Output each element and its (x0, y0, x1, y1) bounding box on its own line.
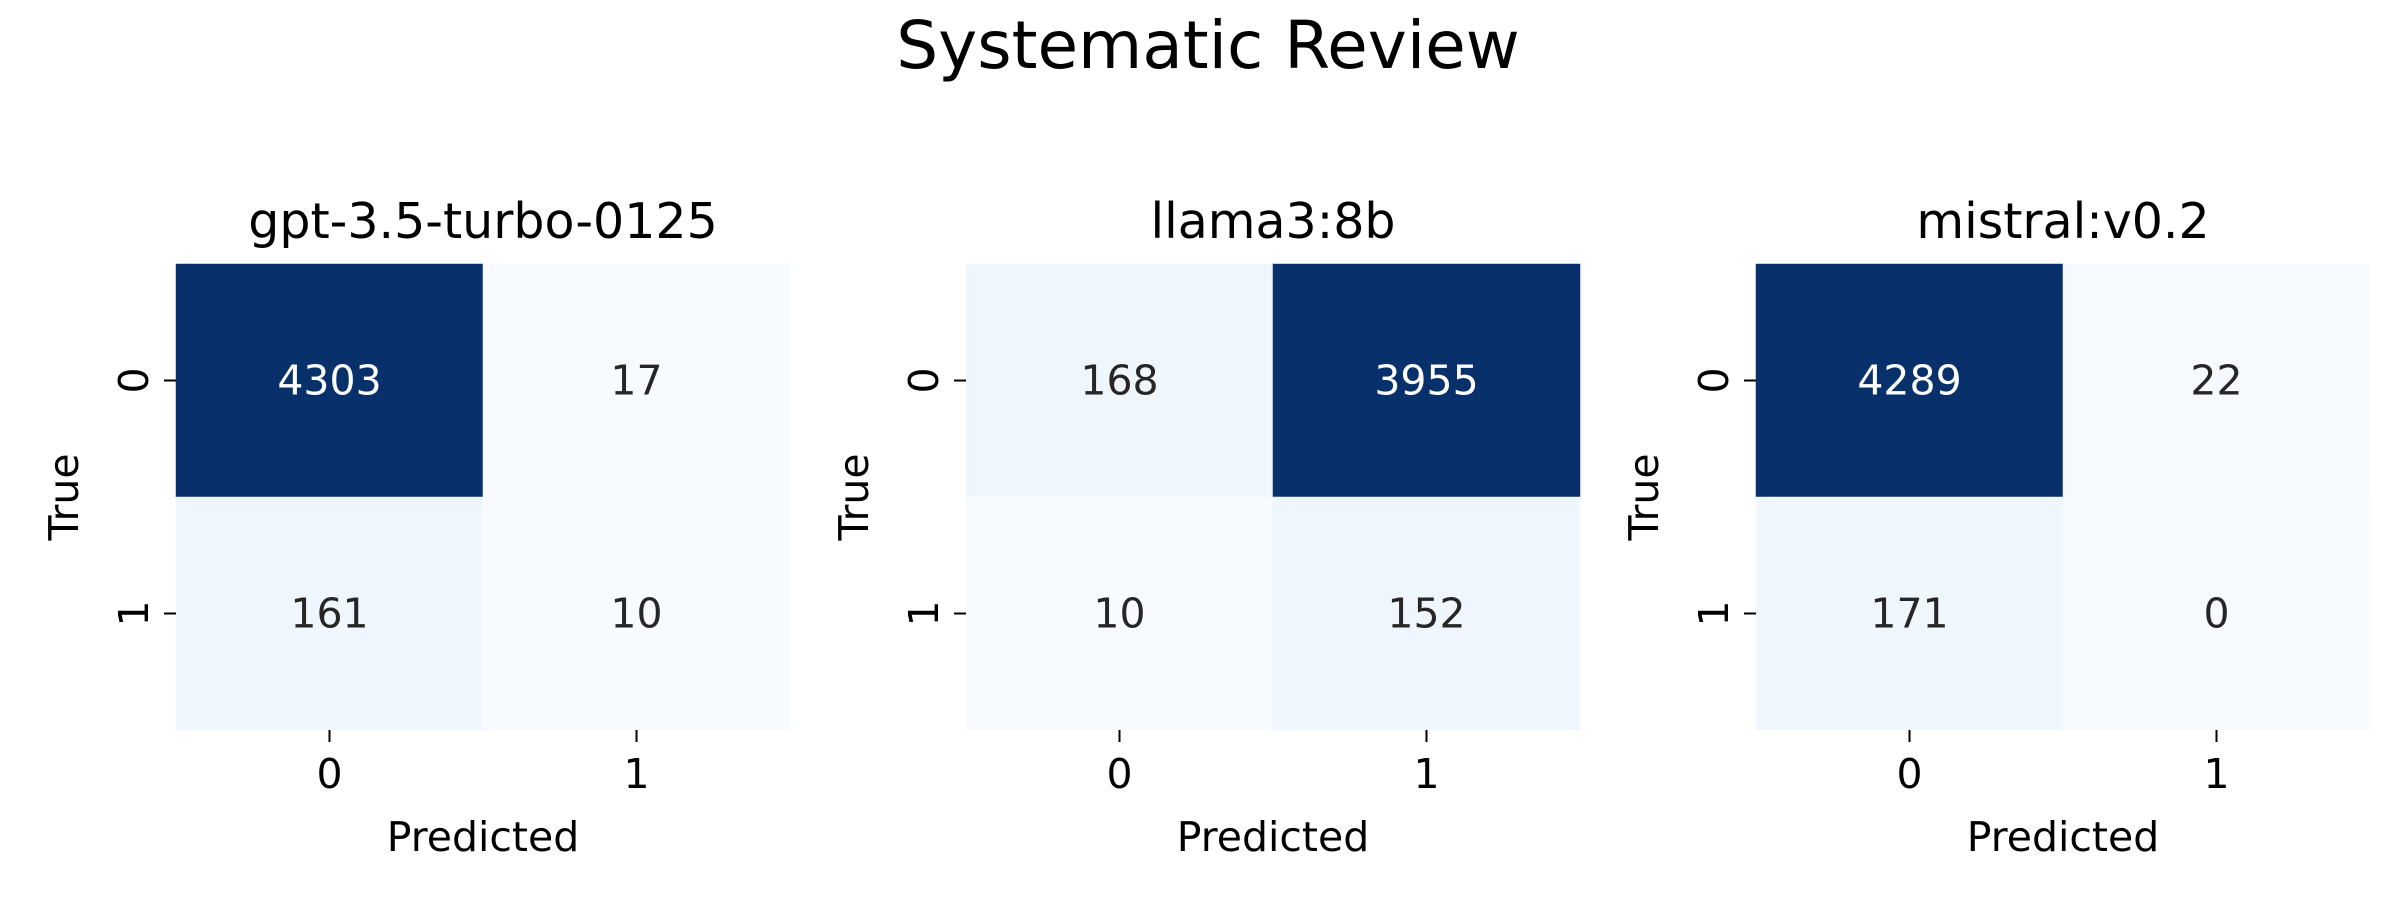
x-tick-label: 1 (623, 750, 649, 798)
y-tick-label: 1 (900, 600, 948, 626)
panel-title: gpt-3.5-turbo-0125 (248, 193, 718, 250)
y-tick-label: 0 (1690, 367, 1738, 393)
x-tick-label: 0 (1896, 750, 1922, 798)
cell-value-label: 3955 (1374, 357, 1478, 405)
heatmap-cell (482, 263, 791, 498)
heatmap-cell (965, 496, 1274, 731)
y-axis-label: True (1620, 453, 1668, 541)
cell-value-label: 17 (610, 357, 662, 405)
cell-value-label: 4289 (1857, 357, 1961, 405)
cell-value-label: 10 (610, 590, 662, 638)
heatmap-cell (1755, 263, 2064, 498)
x-axis-label: Predicted (387, 813, 579, 861)
y-axis-label: True (40, 453, 88, 541)
y-tick-label: 0 (900, 367, 948, 393)
cell-value-label: 161 (290, 590, 368, 638)
x-tick-label: 1 (2203, 750, 2229, 798)
heatmap-cell (175, 496, 484, 731)
heatmap-cell (175, 263, 484, 498)
panel-3: 4289 22 171 0 mistral:v0.2 0 1 0 1 Predicted True (1620, 193, 2371, 861)
x-tick-label: 0 (1106, 750, 1132, 798)
panel-title: llama3:8b (1151, 193, 1396, 250)
heatmap-cell (1272, 263, 1581, 498)
x-tick-label: 0 (316, 750, 342, 798)
x-tick-label: 1 (1413, 750, 1439, 798)
heatmap-cell (2062, 263, 2371, 498)
heatmap-cell (1755, 496, 2064, 731)
cell-value-label: 171 (1870, 590, 1948, 638)
figure-title: Systematic Review (896, 7, 1520, 84)
y-axis-label: True (830, 453, 878, 541)
heatmap-cell (482, 496, 791, 731)
x-axis-label: Predicted (1177, 813, 1369, 861)
heatmap-cell (2062, 496, 2371, 731)
x-axis-label: Predicted (1967, 813, 2159, 861)
cell-value-label: 0 (2203, 590, 2229, 638)
y-tick-label: 1 (1690, 600, 1738, 626)
cell-value-label: 10 (1093, 590, 1145, 638)
cell-value-label: 4303 (277, 357, 381, 405)
panel-title: mistral:v0.2 (1916, 193, 2209, 250)
cell-value-label: 152 (1387, 590, 1465, 638)
cell-value-label: 168 (1080, 357, 1158, 405)
y-tick-label: 1 (110, 600, 158, 626)
y-tick-label: 0 (110, 367, 158, 393)
heatmap-cell (1272, 496, 1581, 731)
cell-value-label: 22 (2190, 357, 2242, 405)
